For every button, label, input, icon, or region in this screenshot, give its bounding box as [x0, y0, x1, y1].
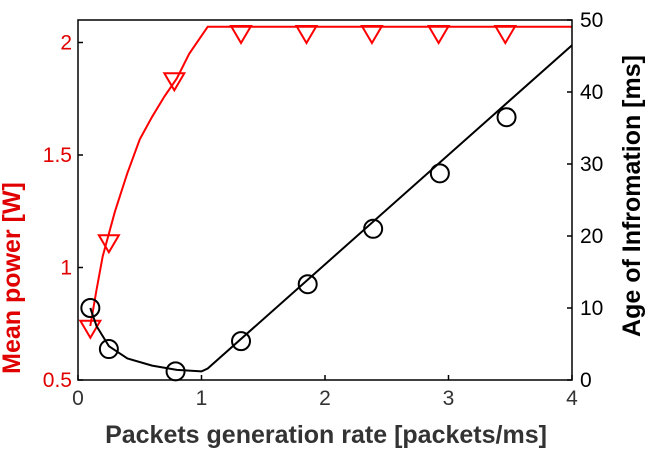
y-left-tick-label-3: 1.5: [43, 144, 72, 167]
y-right-tick-label-4: 30: [580, 153, 603, 176]
series-2-marker-1: [80, 298, 101, 318]
plot-frame: [77, 19, 573, 381]
series-1-marker-4: [229, 25, 253, 45]
y-left-tick-label-2: 1: [60, 257, 72, 280]
x-tick-label-3: 2: [319, 387, 331, 410]
series-1-marker-7: [426, 25, 451, 45]
x-tick-label-4: 3: [443, 387, 455, 410]
y-axis-left-label: Mean power [W]: [0, 182, 26, 374]
series-2-line: [89, 44, 573, 373]
plot-area: [78, 25, 573, 382]
series-2-marker-7: [429, 163, 450, 184]
y-right-tick-label-3: 20: [580, 225, 603, 248]
x-axis-label: Packets generation rate [packets/ms]: [105, 421, 547, 449]
y-left-tick-label-1: 0.5: [43, 369, 72, 392]
series-1-marker-6: [360, 25, 384, 45]
x-tick-label-5: 4: [566, 387, 578, 410]
series-1-marker-1: [78, 319, 103, 340]
y-axis-right-label: Age of Infromation [ms]: [618, 55, 646, 337]
y-right-tick-label-2: 10: [580, 297, 603, 320]
series-2-marker-4: [231, 331, 252, 352]
series-1-marker-2: [97, 234, 121, 255]
y-right-tick-label-1: 0: [580, 369, 592, 392]
series-2-marker-6: [363, 218, 384, 239]
x-tick-label-1: 0: [72, 387, 84, 410]
x-tick-label-2: 1: [196, 387, 208, 410]
series-1-marker-8: [493, 25, 518, 45]
series-2-marker-2: [98, 339, 119, 360]
y-right-tick-label-5: 40: [580, 81, 603, 104]
series-1-marker-5: [294, 25, 319, 45]
series-1-marker-3: [162, 72, 187, 93]
series-2-marker-8: [496, 107, 517, 128]
series-2-marker-5: [297, 274, 318, 295]
series-1-line: [89, 25, 572, 327]
series-2-marker-3: [165, 361, 186, 382]
y-right-tick-label-6: 50: [580, 9, 603, 32]
y-left-tick-label-4: 2: [60, 32, 72, 55]
